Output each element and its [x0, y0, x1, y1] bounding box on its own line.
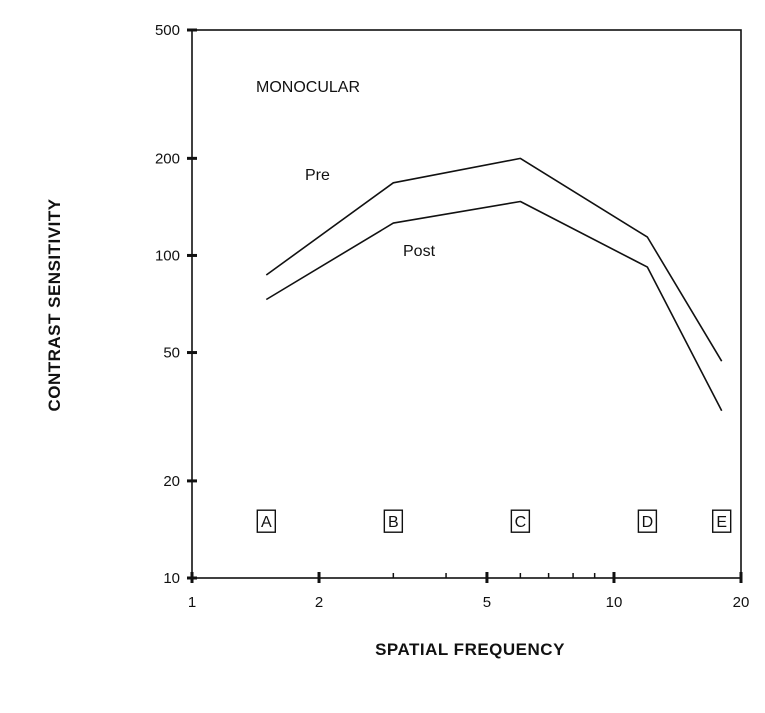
x-axis-ticks: 1 2 5 10 20: [188, 572, 750, 611]
frequency-marker-label-b: B: [388, 514, 399, 531]
frequency-marker-a: A: [256, 509, 277, 533]
series-line-pre: [265, 157, 723, 362]
frequency-marker-label-c: C: [515, 514, 527, 531]
frequency-marker-e: E: [711, 509, 732, 533]
frequency-marker-label-a: A: [261, 514, 272, 531]
x-tick-label-1: 1: [188, 594, 196, 611]
y-axis-ticks: 10 20 50 100 200 500: [155, 22, 197, 587]
frequency-marker-label-e: E: [716, 514, 727, 531]
y-tick-label-200: 200: [155, 150, 180, 167]
x-tick-label-2: 2: [315, 594, 323, 611]
series-layer: [265, 157, 723, 412]
frequency-marker-d: D: [637, 509, 658, 533]
frequency-marker-box-d: [637, 509, 658, 533]
x-axis-title: SPATIAL FREQUENCY: [375, 640, 565, 659]
frequency-markers: A B C D E: [256, 509, 732, 533]
y-tick-label-10: 10: [163, 570, 180, 587]
y-axis-title: CONTRAST SENSITIVITY: [45, 198, 64, 411]
series-label-pre: Pre: [305, 167, 330, 184]
frequency-marker-label-d: D: [642, 514, 654, 531]
x-tick-label-20: 20: [733, 594, 750, 611]
frequency-marker-box-e: [711, 509, 732, 533]
condition-label: MONOCULAR: [256, 79, 360, 96]
frequency-marker-b: B: [383, 509, 404, 533]
frequency-marker-box-c: [510, 509, 531, 533]
y-tick-label-20: 20: [163, 473, 180, 490]
x-tick-label-10: 10: [606, 594, 623, 611]
frequency-marker-box-a: [256, 509, 277, 533]
y-tick-label-50: 50: [163, 345, 180, 362]
plot-frame: [191, 29, 742, 579]
series-line-post: [265, 200, 723, 412]
x-tick-label-5: 5: [483, 594, 491, 611]
y-tick-label-500: 500: [155, 22, 180, 39]
y-tick-label-100: 100: [155, 247, 180, 264]
frequency-marker-c: C: [510, 509, 531, 533]
frequency-marker-box-b: [383, 509, 404, 533]
series-label-post: Post: [403, 243, 436, 260]
